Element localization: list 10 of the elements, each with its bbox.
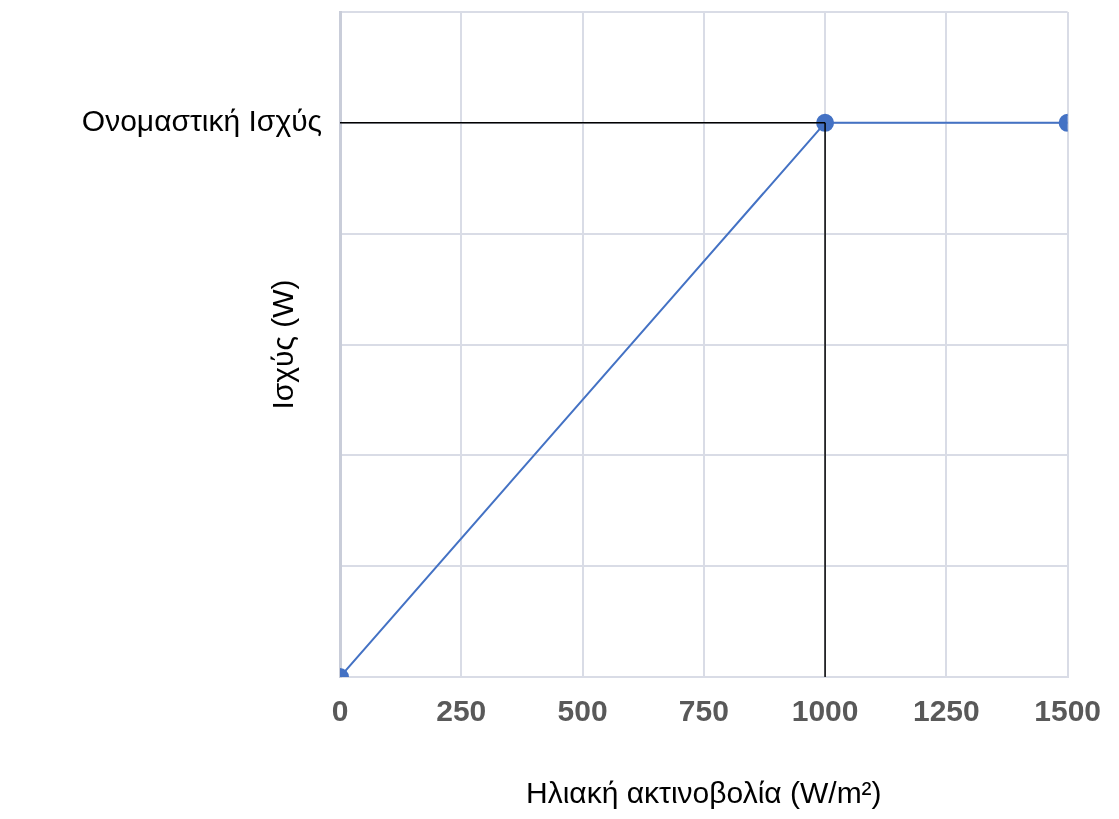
x-tick-label: 1250 bbox=[912, 694, 980, 728]
x-tick-label: 0 bbox=[331, 694, 349, 728]
ref-line-label: Ονομαστική Ισχύς bbox=[81, 104, 322, 138]
y-axis-title: Ισχύς (W) bbox=[266, 279, 300, 410]
x-tick-label: 1000 bbox=[791, 694, 859, 728]
x-tick-label: 750 bbox=[678, 694, 729, 728]
x-tick-label: 500 bbox=[557, 694, 608, 728]
x-axis-title: Ηλιακή ακτινοβολία (W/m²) bbox=[526, 776, 882, 810]
x-tick-label: 250 bbox=[436, 694, 487, 728]
x-tick-label: 1500 bbox=[1034, 694, 1102, 728]
